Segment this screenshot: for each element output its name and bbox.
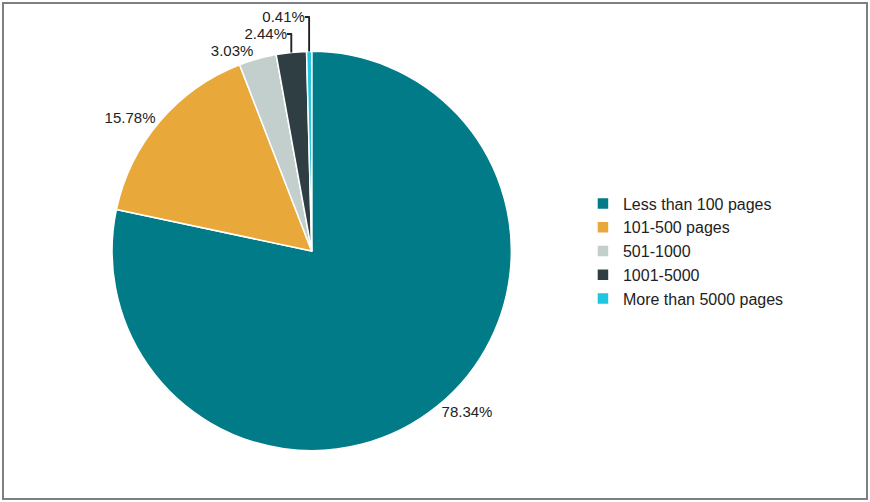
svg-text:15.78%: 15.78% bbox=[105, 109, 156, 126]
svg-text:101-500 pages: 101-500 pages bbox=[623, 219, 730, 236]
svg-text:3.03%: 3.03% bbox=[211, 42, 254, 59]
svg-text:78.34%: 78.34% bbox=[442, 403, 493, 420]
svg-text:0.41%: 0.41% bbox=[262, 8, 305, 25]
svg-text:2.44%: 2.44% bbox=[244, 25, 287, 42]
svg-text:More than 5000 pages: More than 5000 pages bbox=[623, 291, 783, 308]
svg-text:Less than 100 pages: Less than 100 pages bbox=[623, 196, 772, 213]
svg-text:1001-5000: 1001-5000 bbox=[623, 267, 700, 284]
svg-text:501-1000: 501-1000 bbox=[623, 243, 691, 260]
